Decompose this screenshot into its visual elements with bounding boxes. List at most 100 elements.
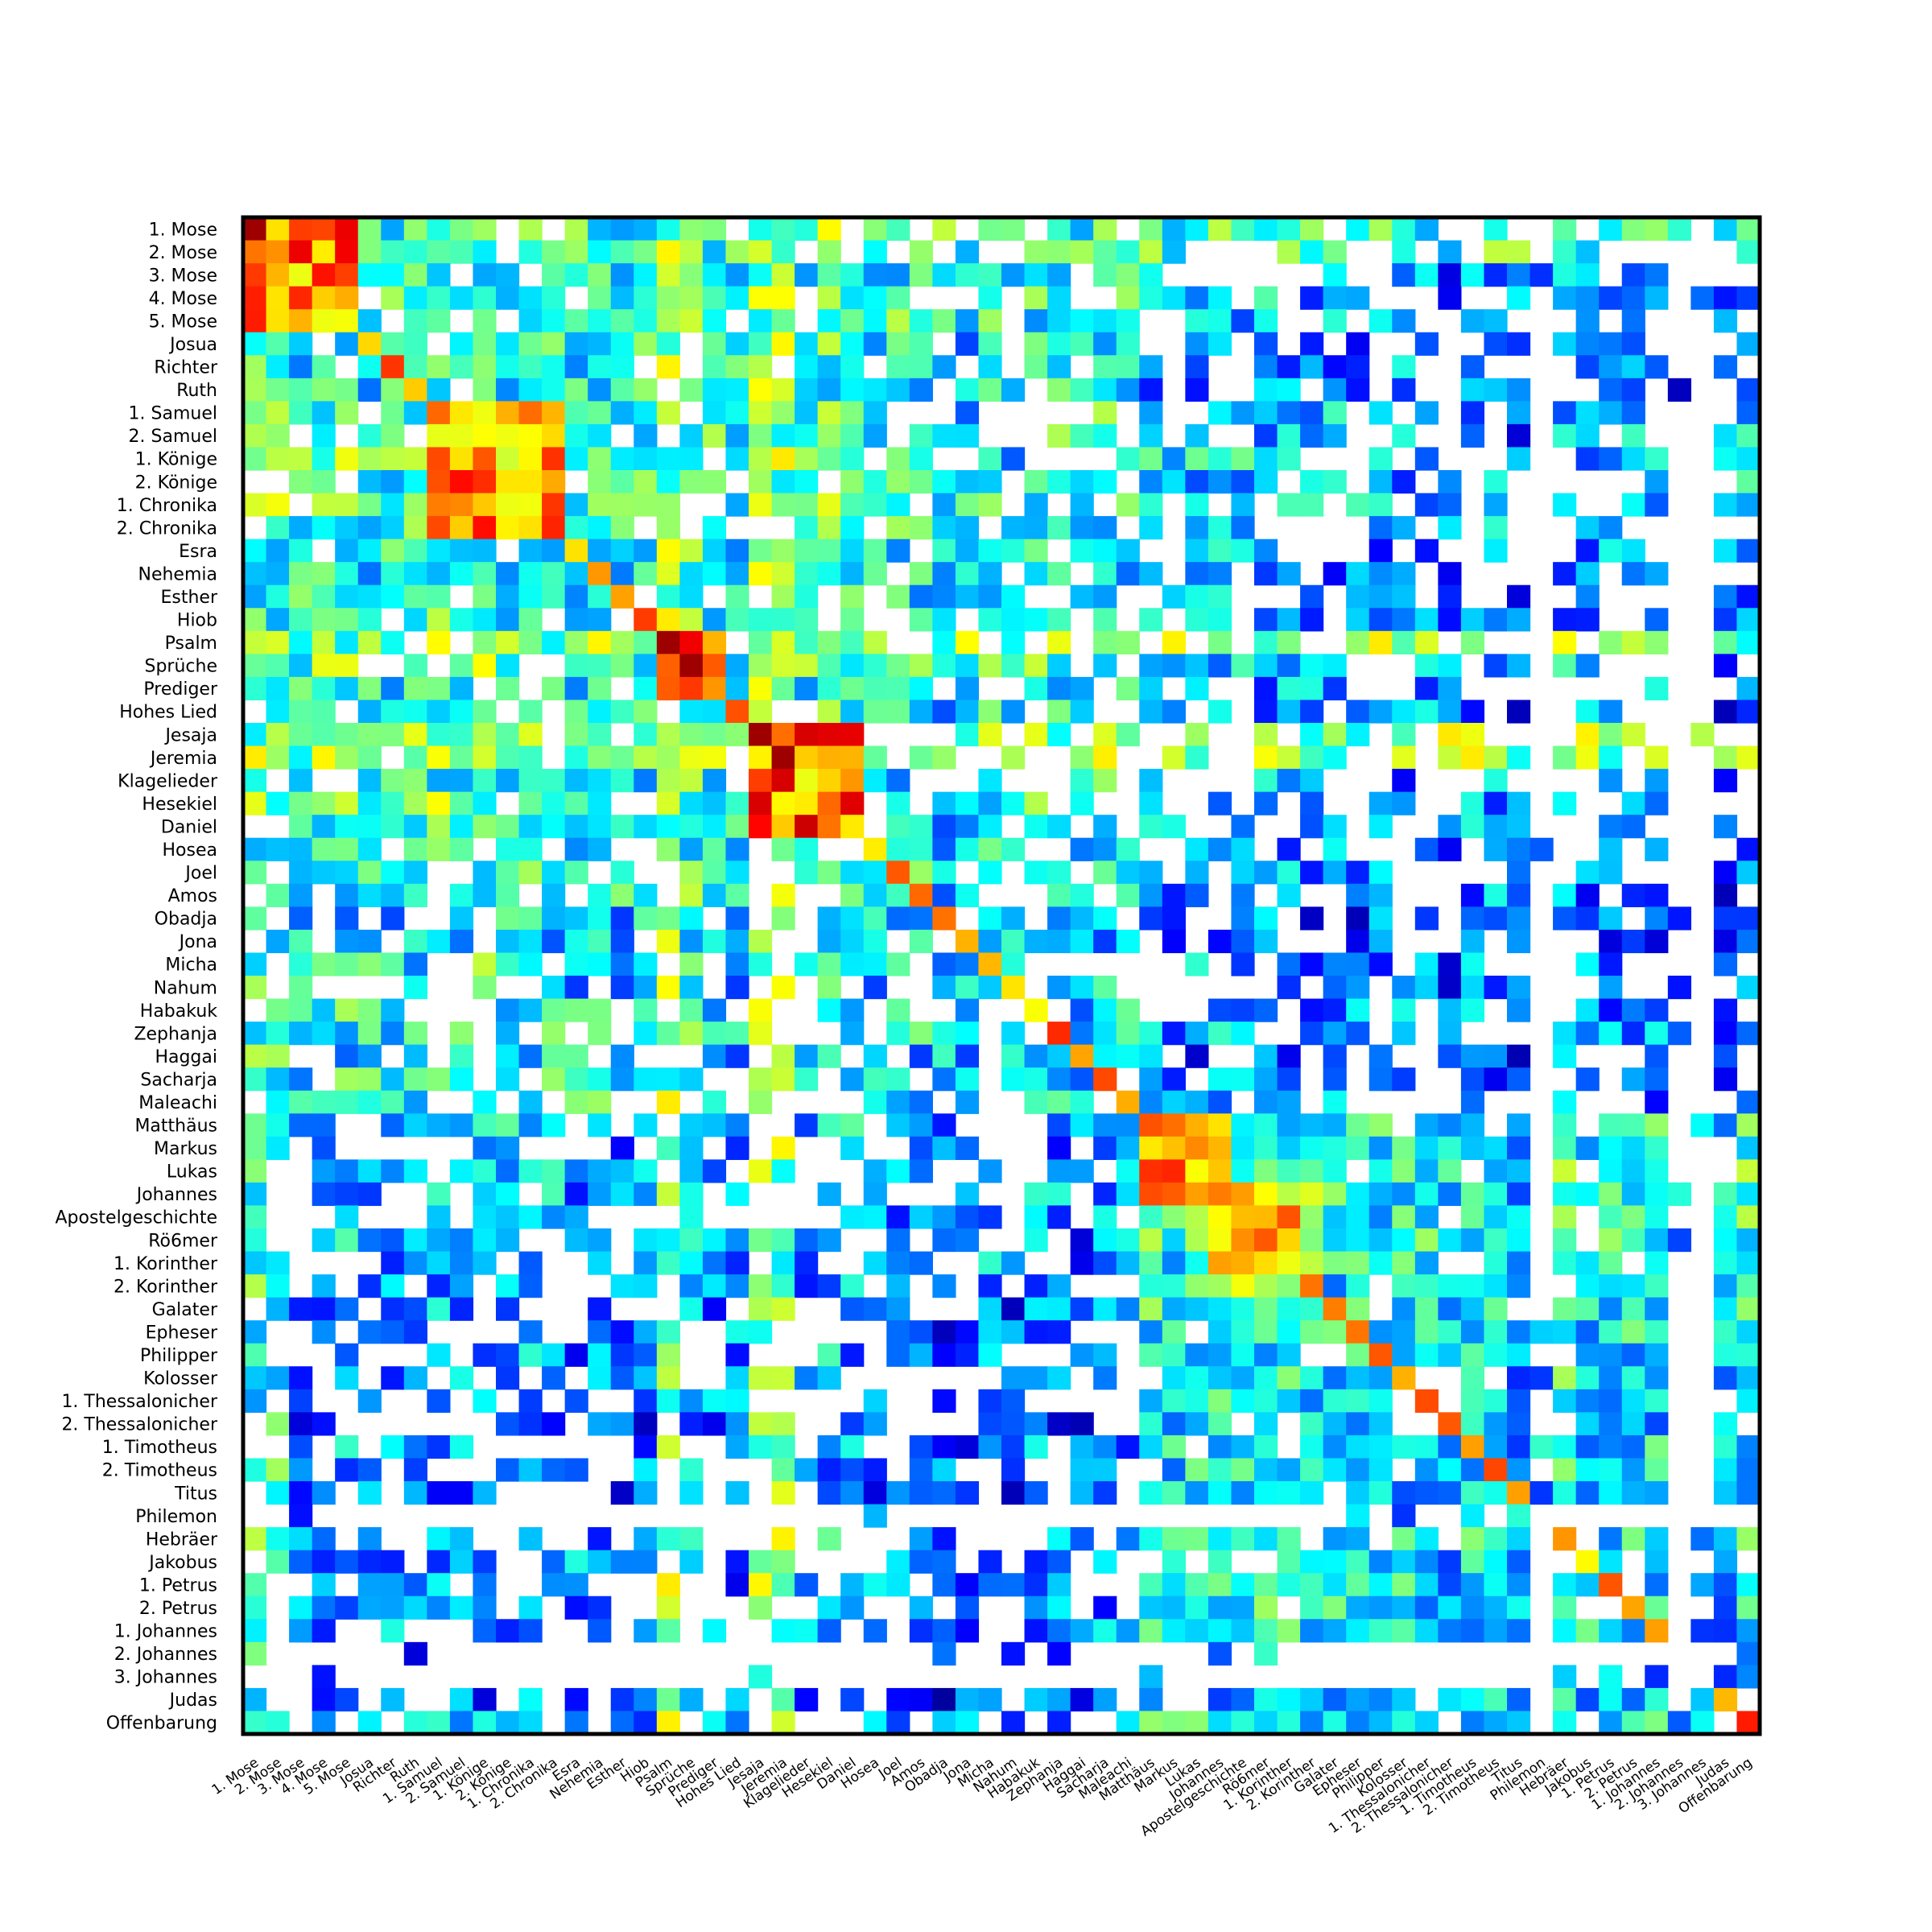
- heatmap-cell: [749, 241, 772, 264]
- heatmap-cell: [1162, 1481, 1186, 1505]
- heatmap-cell: [335, 309, 358, 332]
- heatmap-cell: [611, 1137, 634, 1160]
- heatmap-cell: [1530, 1435, 1554, 1459]
- heatmap-cell: [1622, 930, 1645, 953]
- heatmap-cell: [1461, 1688, 1484, 1711]
- heatmap-cell: [1622, 332, 1645, 356]
- heatmap-cell: [886, 1481, 910, 1505]
- heatmap-cell: [634, 447, 657, 470]
- heatmap-cell: [840, 608, 864, 631]
- heatmap-cell: [749, 447, 772, 470]
- heatmap-cell: [1576, 999, 1600, 1022]
- heatmap-cell: [818, 906, 841, 930]
- heatmap-cell: [358, 930, 382, 953]
- heatmap-cell: [404, 287, 427, 310]
- heatmap-cell: [772, 287, 795, 310]
- heatmap-cell: [725, 539, 749, 563]
- heatmap-cell: [1461, 1113, 1484, 1137]
- heatmap-cell: [1300, 1481, 1323, 1505]
- heatmap-cell: [519, 562, 543, 585]
- heatmap-cell: [1599, 930, 1622, 953]
- heatmap-cell: [611, 562, 634, 585]
- heatmap-cell: [1690, 1711, 1714, 1734]
- heatmap-cell: [404, 539, 427, 563]
- heatmap-cell: [588, 1366, 611, 1389]
- heatmap-cell: [473, 241, 496, 264]
- heatmap-cell: [1278, 861, 1301, 884]
- heatmap-cell: [358, 1481, 382, 1505]
- heatmap-cell: [381, 424, 404, 448]
- heatmap-cell: [266, 309, 290, 332]
- heatmap-cell: [1599, 355, 1622, 378]
- heatmap-cell: [1117, 884, 1140, 907]
- heatmap-cell: [840, 355, 864, 378]
- heatmap-cell: [772, 217, 795, 241]
- heatmap-cell: [565, 1067, 588, 1091]
- heatmap-cell: [932, 1527, 956, 1550]
- heatmap-cell: [404, 401, 427, 424]
- heatmap-cell: [1208, 1344, 1232, 1367]
- heatmap-cell: [1461, 608, 1484, 631]
- heatmap-cell: [312, 1665, 336, 1688]
- heatmap-cell: [910, 1252, 933, 1275]
- heatmap-cell: [886, 792, 910, 815]
- heatmap-cell: [312, 1113, 336, 1137]
- heatmap-cell: [1346, 1458, 1369, 1481]
- heatmap-cell: [1438, 1159, 1461, 1183]
- heatmap-cell: [565, 447, 588, 470]
- heatmap-cell: [932, 263, 956, 287]
- heatmap-cell: [1300, 769, 1323, 792]
- heatmap-cell: [1346, 906, 1369, 930]
- heatmap-cell: [1622, 815, 1645, 838]
- heatmap-cell: [1645, 1550, 1668, 1574]
- heatmap-cell: [1392, 1688, 1415, 1711]
- heatmap-cell: [1622, 884, 1645, 907]
- heatmap-cell: [840, 1688, 864, 1711]
- heatmap-cell: [312, 263, 336, 287]
- heatmap-cell: [1093, 999, 1117, 1022]
- heatmap-cell: [588, 585, 611, 609]
- heatmap-cell: [519, 493, 543, 517]
- heatmap-cell: [932, 1067, 956, 1091]
- heatmap-cell: [1438, 263, 1461, 287]
- heatmap-cell: [886, 447, 910, 470]
- heatmap-cell: [1599, 1366, 1622, 1389]
- heatmap-cell: [1208, 447, 1232, 470]
- heatmap-cell: [588, 1550, 611, 1574]
- heatmap-cell: [1300, 1573, 1323, 1596]
- heatmap-cell: [1714, 539, 1737, 563]
- heatmap-cell: [381, 1274, 404, 1298]
- heatmap-cell: [266, 1067, 290, 1091]
- heatmap-cell: [978, 952, 1001, 976]
- heatmap-cell: [818, 1183, 841, 1206]
- heatmap-cell: [886, 1320, 910, 1344]
- heatmap-cell: [1300, 1159, 1323, 1183]
- heatmap-cell: [266, 355, 290, 378]
- heatmap-cell: [956, 1573, 979, 1596]
- heatmap-cell: [1071, 1228, 1094, 1252]
- heatmap-cell: [450, 700, 473, 723]
- heatmap-cell: [1576, 263, 1600, 287]
- heatmap-cell: [818, 401, 841, 424]
- heatmap-cell: [1278, 241, 1301, 264]
- heatmap-cell: [818, 976, 841, 999]
- heatmap-cell: [1047, 1550, 1071, 1574]
- heatmap-cell: [427, 309, 450, 332]
- heatmap-cell: [749, 539, 772, 563]
- heatmap-cell: [703, 263, 726, 287]
- heatmap-cell: [611, 355, 634, 378]
- heatmap-cell: [725, 1137, 749, 1160]
- heatmap-cell: [1484, 1344, 1507, 1367]
- heatmap-cell: [956, 1022, 979, 1045]
- y-tick-label: Titus: [174, 1484, 217, 1504]
- heatmap-cell: [657, 1366, 680, 1389]
- heatmap-cell: [657, 401, 680, 424]
- heatmap-cell: [1714, 1550, 1737, 1574]
- heatmap-cell: [542, 884, 565, 907]
- heatmap-cell: [496, 516, 519, 539]
- heatmap-cell: [657, 976, 680, 999]
- heatmap-cell: [1231, 884, 1254, 907]
- heatmap-cell: [910, 332, 933, 356]
- heatmap-cell: [1346, 217, 1369, 241]
- heatmap-cell: [657, 838, 680, 861]
